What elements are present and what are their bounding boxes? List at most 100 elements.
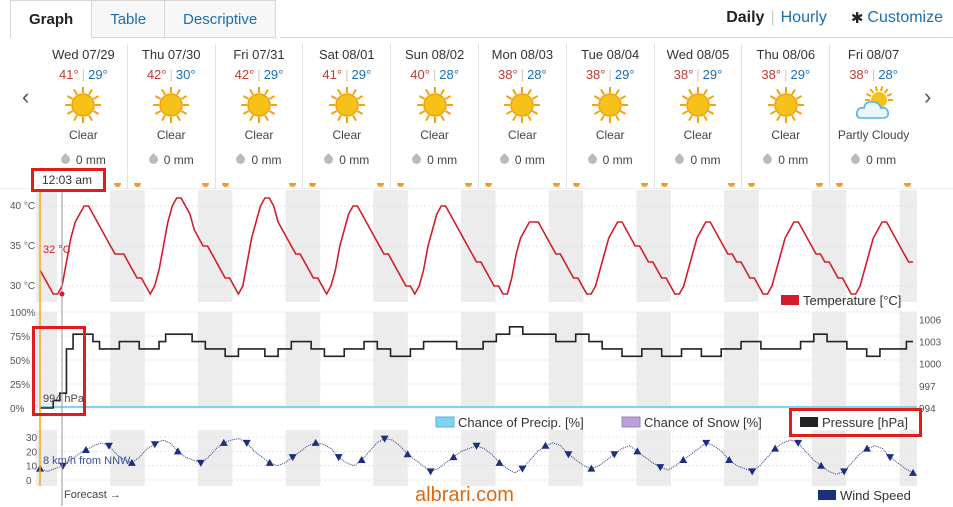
day-column[interactable]: Sat 08/01 41° | 29° Clear 0 mm: [302, 44, 390, 189]
day-high-temp: 38°: [849, 67, 869, 82]
day-column[interactable]: Mon 08/03 38° | 28° Clear 0 mm: [477, 44, 566, 189]
sun-times: [391, 183, 478, 189]
customize-link[interactable]: Customize: [867, 9, 943, 26]
sunset-icon: [552, 183, 560, 187]
day-condition: Clear: [420, 128, 449, 142]
wind-direction-arrow: [265, 458, 274, 466]
day-precip-value: 0 mm: [75, 153, 106, 167]
day-low-temp: 29°: [614, 67, 635, 82]
night-band: [724, 430, 742, 486]
day-high-temp: 42°: [146, 67, 167, 82]
temp-separator: |: [871, 67, 876, 82]
wind-direction-arrow: [242, 439, 251, 447]
tab-table[interactable]: Table: [92, 0, 166, 38]
sun-times: [655, 183, 742, 189]
wind-direction-arrow: [886, 454, 895, 462]
day-low-temp: 30°: [175, 67, 196, 82]
day-precip-value: 0 mm: [866, 153, 897, 167]
tab-graph[interactable]: Graph: [10, 0, 93, 38]
temp-tick-label: 35 °C: [10, 241, 35, 252]
day-low-temp: 28°: [527, 67, 547, 82]
sun-icon: [63, 85, 103, 125]
day-column[interactable]: Tue 08/04 38° | 29° Clear 0 mm: [565, 44, 654, 189]
day-precip: 0 mm: [216, 153, 303, 167]
day-date: Wed 07/29: [52, 47, 115, 62]
night-band: [811, 430, 830, 486]
day-precip: 0 mm: [655, 153, 742, 167]
night-band: [36, 430, 58, 486]
night-band: [373, 430, 391, 486]
wind-direction-arrow: [771, 444, 780, 452]
temp-separator: |: [696, 67, 700, 82]
tab-divider: [280, 37, 953, 38]
chevron-left-icon[interactable]: ‹: [22, 84, 30, 109]
sun-icon: [590, 85, 630, 125]
day-precip-value: 0 mm: [339, 153, 370, 167]
day-precip-value: 0 mm: [602, 153, 633, 167]
day-low-temp: 29°: [790, 67, 811, 82]
day-column[interactable]: Sun 08/02 40° | 28° Clear 0 mm: [390, 44, 478, 189]
temp-separator: |: [257, 67, 261, 82]
sun-times: [216, 183, 303, 189]
hourly-toggle[interactable]: Hourly: [780, 9, 827, 26]
day-low-temp: 29°: [88, 67, 108, 82]
gear-icon[interactable]: ✱: [850, 10, 864, 27]
day-condition: Clear: [771, 128, 801, 142]
day-column[interactable]: Fri 08/07 38° | 28° Partly Cloudy 0 mm: [829, 44, 917, 189]
night-band: [123, 190, 145, 302]
day-column[interactable]: Wed 07/29 41° | 29° Clear 0 mm: [40, 44, 127, 189]
wind-direction-arrow: [311, 438, 320, 446]
night-band: [373, 190, 391, 302]
wind-direction-arrow: [817, 461, 826, 469]
watermark: albrari.com: [415, 484, 514, 506]
day-precip-value: 0 mm: [514, 153, 545, 167]
sun-icon: [502, 85, 542, 125]
day-precip: 0 mm: [567, 153, 654, 167]
night-band: [899, 430, 917, 486]
daily-forecast-strip: Wed 07/29 41° | 29° Clear 0 mm Thu 07/30 42° | 30…: [40, 44, 917, 189]
day-condition: Clear: [69, 128, 98, 142]
night-band: [36, 190, 58, 302]
sun-times: [479, 183, 566, 189]
tab-descriptive[interactable]: Descriptive: [165, 0, 277, 38]
wind-legend-swatch: [818, 490, 836, 500]
forecast-marker-label: Forecast →: [64, 489, 121, 501]
sun-icon: [327, 85, 367, 125]
night-band: [636, 430, 654, 486]
night-band: [110, 190, 128, 302]
day-column[interactable]: Wed 08/05 38° | 29° Clear 0 mm: [653, 44, 742, 189]
day-high-temp: 38°: [673, 67, 694, 82]
wind-direction-arrow: [449, 453, 458, 461]
wind-direction-arrow: [748, 468, 757, 476]
snow-legend-swatch: [621, 416, 641, 428]
wind-direction-arrow: [104, 442, 113, 450]
day-column[interactable]: Thu 07/30 42° | 30° Clear 0 mm: [126, 44, 215, 189]
wind-direction-arrow: [564, 451, 573, 459]
night-band: [123, 430, 145, 486]
wind-direction-arrow: [58, 462, 67, 470]
daily-toggle[interactable]: Daily: [726, 9, 765, 26]
current-time-label: 12:03 am: [31, 168, 106, 192]
wind-direction-arrow: [357, 456, 366, 463]
day-precip-value: 0 mm: [778, 153, 809, 167]
pressure-tick-label: 1003: [919, 338, 942, 349]
day-precip: 0 mm: [479, 153, 566, 167]
wind-speed-line: [39, 438, 914, 475]
day-date: Thu 08/06: [756, 47, 816, 62]
night-band: [649, 430, 671, 486]
sun-times: [830, 183, 917, 189]
day-precip: 0 mm: [40, 153, 127, 167]
sun-icon: [239, 85, 279, 125]
day-condition: Partly Cloudy: [837, 128, 910, 142]
temp-separator: |: [520, 67, 525, 82]
day-column[interactable]: Fri 07/31 42° | 29° Clear 0 mm: [214, 44, 303, 189]
view-toggle: Daily | Hourly ✱ Customize: [726, 9, 943, 27]
raindrop-icon: [849, 153, 862, 166]
chevron-right-icon[interactable]: ›: [924, 84, 932, 109]
day-temps: 38° | 28°: [830, 67, 917, 82]
day-column[interactable]: Thu 08/06 38° | 29° Clear 0 mm: [741, 44, 829, 189]
temperature-current-dot: [59, 291, 65, 297]
day-condition: Clear: [683, 128, 713, 142]
day-precip: 0 mm: [303, 153, 390, 167]
day-high-temp: 41°: [59, 67, 79, 82]
